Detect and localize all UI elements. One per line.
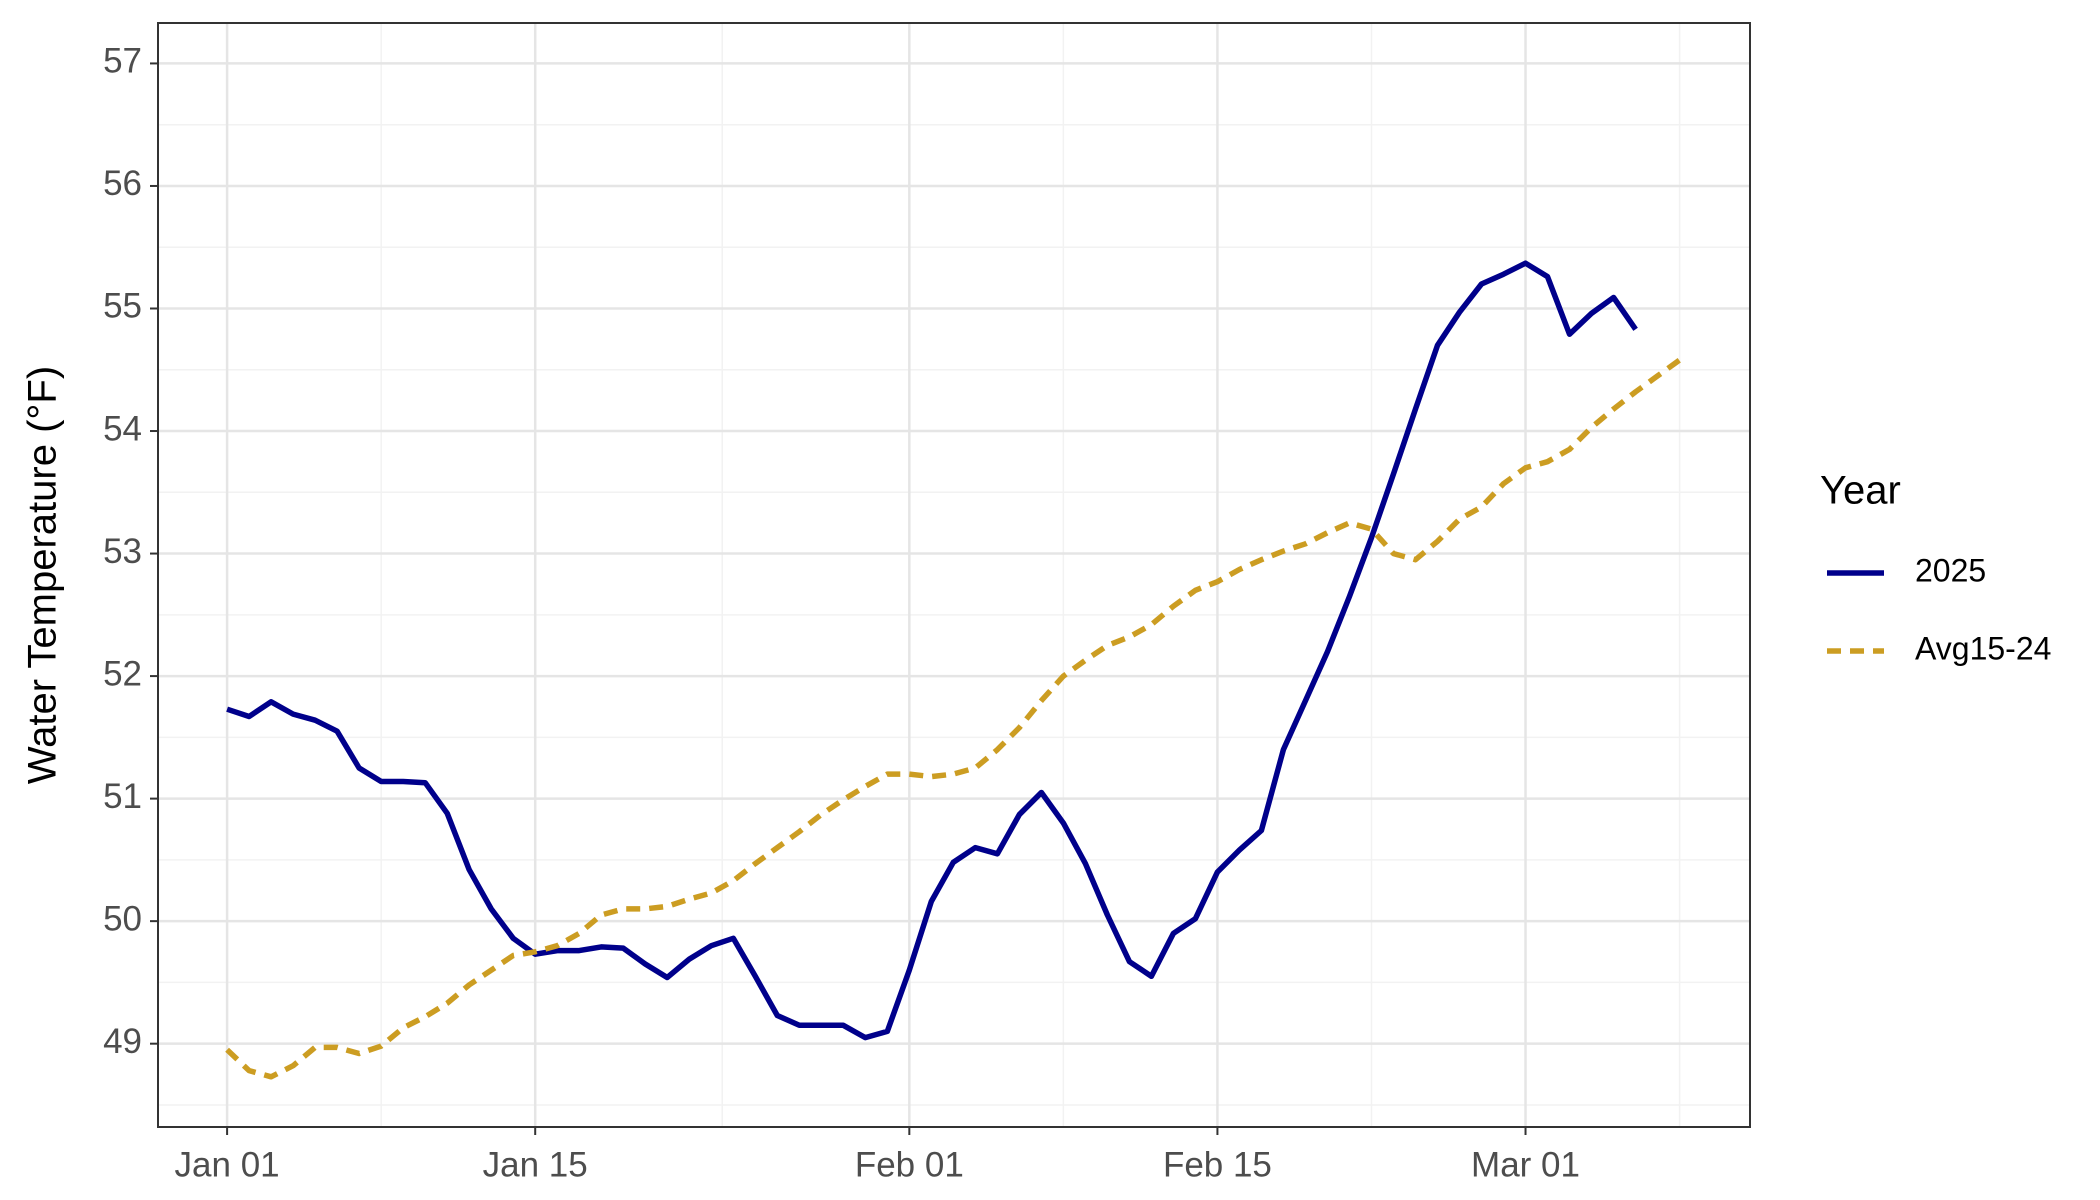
y-tick-label: 57: [103, 42, 142, 81]
y-tick-label: 56: [103, 164, 142, 203]
grid: [158, 23, 1750, 1127]
x-tick-label: Feb 15: [1163, 1145, 1272, 1184]
legend: Year 2025 Avg15-24: [1820, 469, 2051, 667]
y-tick-label: 49: [103, 1022, 142, 1061]
y-tick-label: 52: [103, 654, 142, 693]
axes: 49 50 51 52 53 54 55 56 57 Jan 01 Jan 15 Feb 01 Feb …: [103, 42, 1580, 1185]
panel-border: [157, 22, 1751, 1128]
y-tick-label: 53: [103, 532, 142, 571]
y-tick-label: 55: [103, 287, 142, 326]
y-tick-label: 51: [103, 777, 142, 816]
y-tick-label: 54: [103, 409, 142, 448]
legend-label: Avg15-24: [1915, 630, 2051, 666]
x-tick-label: Jan 15: [483, 1145, 588, 1184]
y-tick-label: 50: [103, 899, 142, 938]
legend-label: 2025: [1915, 552, 1986, 588]
x-tick-label: Feb 01: [855, 1145, 964, 1184]
x-tick-label: Mar 01: [1471, 1145, 1580, 1184]
series-line: [225, 357, 1682, 1080]
y-axis-title: Water Temperature (°F): [21, 366, 65, 784]
legend-title: Year: [1820, 469, 1901, 513]
x-tick-label: Jan 01: [175, 1145, 280, 1184]
series-line: [226, 260, 1638, 1041]
plot-lines: [225, 260, 1682, 1080]
